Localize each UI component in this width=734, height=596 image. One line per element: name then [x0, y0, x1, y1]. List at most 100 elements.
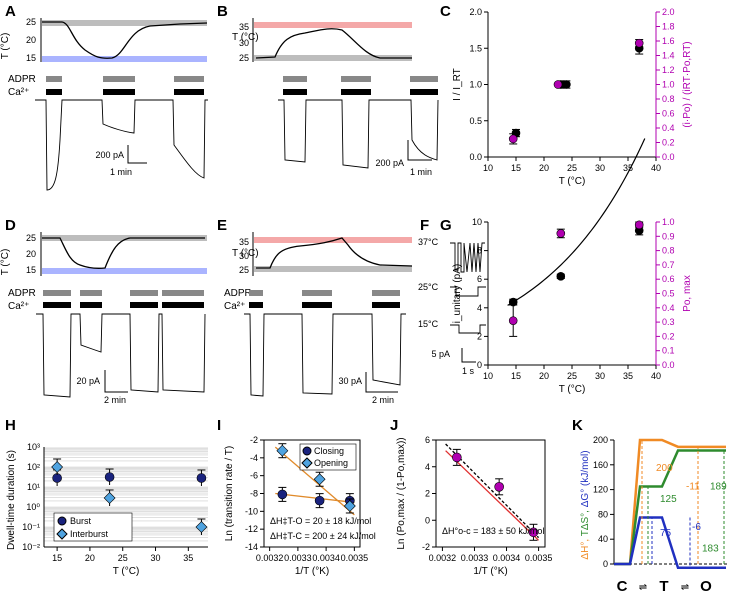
y2-tick-label: 1.6 [662, 36, 675, 46]
y2-axis-label: Po, max [682, 275, 693, 312]
adpr-bar [162, 290, 204, 296]
y2-tick-label: 1.4 [662, 51, 675, 61]
temp-cold-bar [42, 268, 207, 274]
temp-label: 25°C [418, 282, 439, 292]
temperature-trace [256, 237, 413, 269]
current-trace [244, 313, 406, 397]
value-label: 183 [702, 544, 719, 555]
scale-time: 2 min [372, 395, 394, 405]
data-point [556, 229, 566, 238]
calcium-bar [302, 302, 332, 308]
temp-label: 37°C [418, 237, 439, 247]
temperature-trace [255, 28, 412, 59]
data-point [556, 272, 566, 281]
fit-line [275, 492, 355, 504]
y2-tick-label: 0.1 [662, 346, 675, 356]
tick: 30 [239, 251, 249, 261]
chart-i: 0.0032 0.0033 0.0034 0.0035 -2 -4 -6 -8 -10 -12 -1… [224, 435, 376, 577]
x-tick-label: 25 [567, 163, 577, 173]
calcium-bar [410, 89, 438, 95]
panel-label: E [217, 217, 227, 234]
legend-label: Burst [70, 516, 92, 526]
x-tick-label: 0.0034 [493, 553, 521, 563]
value-label: 189 [710, 482, 727, 493]
calcium-bar [130, 302, 158, 308]
data-point [508, 134, 518, 144]
temp-reference-bar [42, 20, 207, 26]
y-axis-label: T (°C) [232, 32, 259, 43]
y-tick-label: 200 [593, 435, 608, 445]
data-point [313, 473, 326, 486]
y2-tick-label: 1.2 [662, 65, 675, 75]
data-point [103, 492, 116, 504]
data-point [196, 473, 207, 483]
y-tick-label: 10² [27, 462, 40, 472]
fit-line [274, 446, 355, 516]
y2-tick-label: 0.4 [662, 123, 675, 133]
x-tick-label: 20 [539, 371, 549, 381]
x-tick-label: 30 [595, 371, 605, 381]
y2-tick-label: 2.0 [662, 7, 675, 17]
calcium-bar [174, 89, 204, 95]
y2-tick-label: 0.2 [662, 138, 675, 148]
y-tick-label: -6 [250, 471, 258, 481]
y-tick-label: 10³ [27, 442, 40, 452]
y-tick-label: -8 [250, 489, 258, 499]
adpr-bar [249, 290, 263, 296]
adpr-bar [43, 290, 71, 296]
x-tick-label: 30 [151, 553, 161, 563]
x-tick-label: 0.0035 [525, 553, 553, 563]
x-axis-label: T (°C) [113, 566, 140, 577]
y2-tick-label: 0.7 [662, 260, 675, 270]
y-tick-label: -10 [245, 506, 258, 516]
y-tick-label: 160 [593, 460, 608, 470]
y-tick-label: 1.0 [469, 80, 482, 90]
fit-line [445, 450, 540, 541]
scale-current: 200 pA [95, 150, 124, 160]
legend-label: Closing [314, 446, 344, 456]
temp-cold-bar [42, 56, 207, 62]
tick: 25 [26, 17, 36, 27]
x-tick-label: 10 [483, 163, 493, 173]
y-tick-label: 10⁻² [22, 542, 40, 552]
x-tick-label: 30 [595, 163, 605, 173]
panel-label: B [217, 3, 228, 20]
y-tick-label: 6 [477, 274, 482, 284]
scale-current: 20 pA [76, 376, 100, 386]
adpr-bar [283, 76, 307, 82]
panel-label: D [5, 217, 16, 234]
y-tick-label: 0 [425, 515, 430, 525]
calcium-label: Ca²⁺ [224, 301, 245, 312]
y2-tick-label: 0.2 [662, 331, 675, 341]
calcium-bar [283, 89, 307, 95]
y-tick-label: 0.0 [469, 152, 482, 162]
data-point [508, 316, 518, 325]
x-tick-label: 0.0033 [461, 553, 489, 563]
data-point [276, 444, 289, 457]
data-point [562, 80, 571, 89]
y2-tick-label: 0.6 [662, 109, 675, 119]
x-tick-label: 0.0034 [312, 553, 340, 563]
calcium-label: Ca²⁺ [8, 301, 29, 312]
tick: 30 [239, 38, 249, 48]
x-tick-label: 10 [483, 371, 493, 381]
annotation: ΔH‡T-C = 200 ± 24 kJ/mol [270, 531, 376, 541]
legend-marker [301, 457, 313, 469]
scale-current: 5 pA [431, 349, 450, 359]
temp-label: 15°C [418, 319, 439, 329]
panel-e: 35 30 25 T (°C) ADPR Ca²⁺ 30 pA 2 min [224, 232, 413, 405]
x-tick-label: 20 [539, 163, 549, 173]
temperature-trace [42, 21, 208, 59]
y2-tick-label: 1.0 [662, 80, 675, 90]
x-tick-label: 0.0033 [284, 553, 312, 563]
adpr-bar [130, 290, 158, 296]
panel-a: 25 20 15 T (°C) ADPR Ca²⁺ 200 pA 1 min [0, 17, 208, 191]
y-tick-label: -12 [245, 524, 258, 534]
y-tick-label: 40 [598, 534, 608, 544]
adpr-bar [174, 76, 204, 82]
x-tick-label: 20 [85, 553, 95, 563]
x-tick-label: 0.0035 [341, 553, 369, 563]
x-tick-label: 40 [651, 163, 661, 173]
x-tick-label: 15 [511, 163, 521, 173]
x-tick-label: 0.0032 [256, 553, 284, 563]
